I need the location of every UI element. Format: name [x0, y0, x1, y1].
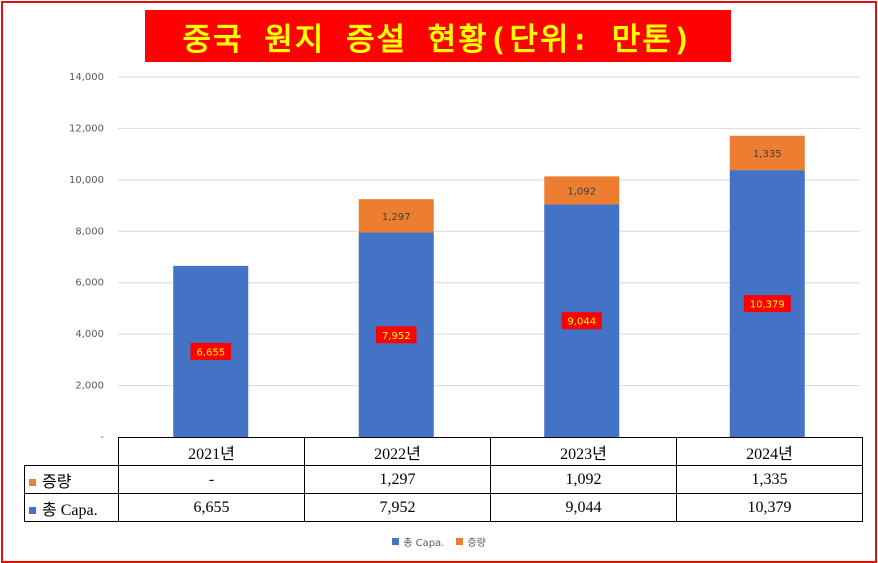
table-cell: - — [118, 465, 305, 494]
data-label-increase: 1,297 — [382, 212, 411, 223]
table-row: 증량 - 1,297 1,092 1,335 — [24, 465, 863, 494]
y-tick-label: 14,000 — [69, 72, 104, 83]
data-labels: 6,655 1,297 7,952 1,092 9,044 1,335 10,379 — [190, 149, 791, 360]
y-tick-label: 10,000 — [69, 175, 104, 186]
y-tick-label: - — [100, 432, 104, 443]
bar-increase — [358, 199, 434, 233]
table-row-head: 총 Capa. — [24, 493, 119, 522]
y-tick-label: 2,000 — [75, 381, 104, 392]
bar-increase — [729, 135, 805, 171]
legend-swatch-icon — [456, 538, 464, 545]
y-tick-label: 12,000 — [69, 123, 104, 134]
table-cell: 1,297 — [304, 465, 491, 494]
legend-item-total: 총 Capa. — [392, 534, 444, 549]
data-label-box — [743, 295, 791, 313]
y-tick-label: 6,000 — [75, 278, 104, 289]
table-row-label: 총 Capa. — [42, 501, 98, 519]
table-header-row: 2021년 2022년 2023년 2024년 — [25, 437, 863, 466]
y-tick-label: 4,000 — [75, 329, 104, 340]
data-label-box — [376, 326, 417, 344]
table-corner — [25, 438, 119, 466]
table-header-cell: 2023년 — [490, 437, 677, 466]
data-label-increase: 1,335 — [753, 149, 782, 160]
table-header-cell: 2021년 — [118, 437, 305, 466]
data-table: 2021년 2022년 2023년 2024년 증량 - 1,297 1,092… — [24, 437, 863, 522]
chart-title: 중국 원지 증설 현황(단위: 만톤) — [182, 21, 694, 58]
data-label-box — [561, 312, 602, 330]
legend: 총 Capa. 증량 — [0, 534, 878, 549]
data-label-total: 10,379 — [750, 300, 785, 311]
bars — [173, 135, 805, 437]
table-cell: 6,655 — [118, 493, 305, 522]
increase-swatch-icon — [29, 479, 36, 487]
title-banner: 중국 원지 증설 현황(단위: 만톤) — [145, 10, 731, 62]
table-cell: 1,335 — [676, 465, 863, 494]
table-row-head: 증량 — [24, 465, 119, 494]
y-axis-ticks: - 2,000 4,000 6,000 8,000 10,000 12,000 14,000 — [69, 72, 104, 443]
bar-increase — [544, 176, 620, 205]
table-header-cell: 2024년 — [676, 437, 863, 466]
table-cell: 10,379 — [676, 493, 863, 522]
legend-swatch-icon — [392, 538, 400, 545]
legend-item-increase: 증량 — [456, 534, 486, 549]
data-label-total: 9,044 — [567, 317, 596, 328]
data-label-total: 7,952 — [382, 331, 411, 342]
data-label-total: 6,655 — [196, 347, 225, 358]
table-header-cell: 2022년 — [304, 437, 491, 466]
table-cell: 1,092 — [490, 465, 677, 494]
total-swatch-icon — [29, 507, 36, 515]
table-cell: 7,952 — [304, 493, 491, 522]
y-tick-label: 8,000 — [75, 226, 104, 237]
legend-label: 총 Capa. — [403, 538, 445, 549]
table-row-label: 증량 — [42, 473, 72, 491]
table-row: 총 Capa. 6,655 7,952 9,044 10,379 — [24, 493, 863, 522]
legend-label: 증량 — [467, 538, 486, 549]
data-label-increase: 1,092 — [567, 186, 596, 197]
data-label-box — [190, 342, 231, 360]
table-cell: 9,044 — [490, 493, 677, 522]
